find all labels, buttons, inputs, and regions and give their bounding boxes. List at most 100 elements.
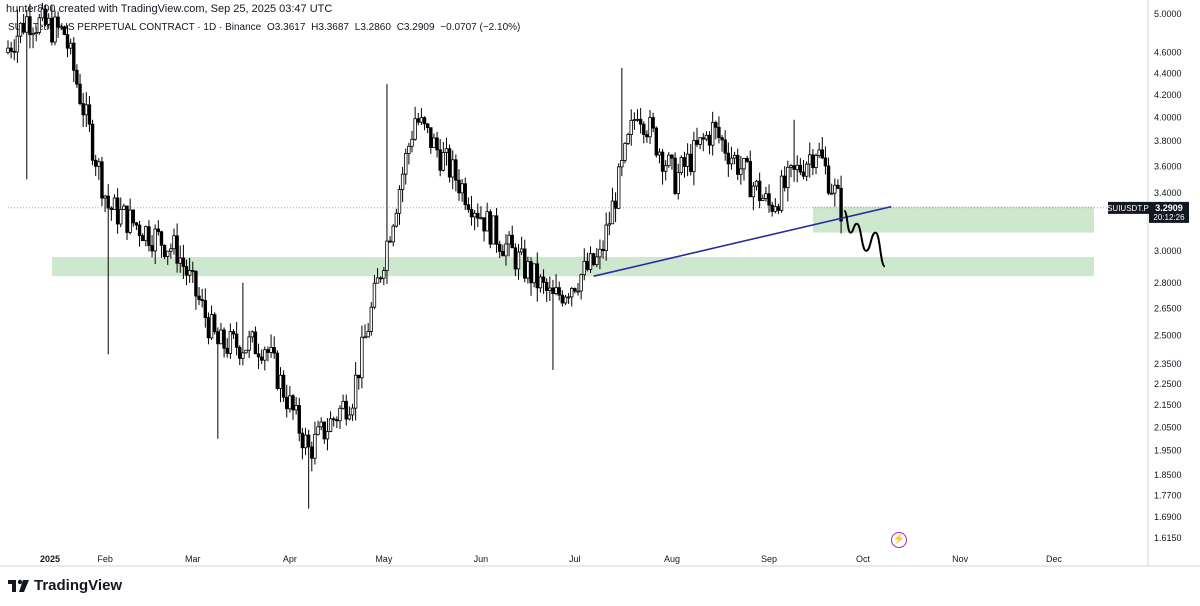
candle-body — [31, 33, 35, 36]
candle-body — [231, 331, 236, 335]
ohlc-high: H3.3687 — [311, 22, 349, 33]
candle-body — [347, 414, 352, 420]
candle-body — [729, 157, 734, 165]
candle-body — [313, 433, 317, 459]
ticker-badge — [1108, 201, 1149, 214]
candle-body — [732, 154, 737, 159]
candle-body — [604, 224, 608, 251]
candle-body — [601, 248, 605, 251]
candle-body — [272, 346, 276, 354]
price-badge — [1149, 201, 1189, 223]
candle-body — [469, 208, 474, 218]
candle-body — [332, 418, 336, 421]
candle-body — [673, 157, 677, 194]
candle-body — [316, 426, 320, 435]
candle-body — [25, 16, 29, 33]
candle-body — [40, 8, 45, 19]
candle-body — [209, 314, 214, 339]
candle-body — [97, 161, 101, 167]
candle-body — [660, 151, 665, 172]
candle-body — [363, 336, 367, 339]
candle-body — [823, 157, 828, 167]
candle-body — [613, 200, 618, 209]
tradingview-logo[interactable]: TradingView — [8, 577, 122, 594]
candle-body — [808, 154, 812, 165]
candle-body — [638, 118, 643, 125]
candle-body — [836, 184, 840, 189]
candle-body — [159, 231, 164, 246]
candle-body — [488, 211, 493, 245]
candle-body — [6, 47, 10, 54]
y-tick-label: 1.8500 — [1154, 470, 1182, 480]
candle-body — [491, 215, 496, 245]
candle-body — [595, 256, 599, 266]
tradingview-logo-icon — [8, 579, 29, 592]
candle-body — [18, 22, 23, 37]
lightning-bolt-icon[interactable]: ⚡ — [891, 532, 907, 548]
candle-body — [773, 206, 778, 212]
candle-body — [839, 187, 843, 222]
candle-body — [288, 395, 292, 410]
candle-body — [100, 161, 104, 199]
candle-body — [519, 248, 524, 253]
candle-body — [134, 222, 139, 226]
candle-body — [285, 396, 289, 410]
candle-body — [783, 175, 787, 189]
candle-body — [598, 248, 602, 258]
candle-body — [153, 228, 157, 252]
candle-body — [325, 431, 330, 440]
candle-body — [416, 118, 420, 123]
y-tick-label: 3.6000 — [1154, 161, 1182, 171]
candle-body — [206, 317, 211, 339]
candle-body — [140, 235, 145, 242]
candle-body — [463, 183, 467, 206]
candle-body — [579, 274, 583, 292]
candle-body — [682, 157, 687, 167]
candle-body — [792, 165, 796, 170]
candle-body — [425, 123, 430, 129]
candle-body — [570, 288, 574, 298]
candle-body — [37, 17, 42, 33]
candle-body — [250, 331, 254, 338]
candle-body — [767, 193, 771, 206]
candle-body — [554, 287, 558, 295]
ticker-label: SUIUSDT.P — [1107, 204, 1149, 213]
candle-body — [795, 164, 799, 170]
candle-body — [629, 119, 633, 135]
candle-body — [72, 42, 76, 71]
candle-body — [338, 407, 342, 422]
candle-body — [538, 276, 543, 289]
candle-body — [50, 17, 54, 43]
candle-body — [438, 149, 442, 171]
candle-body — [335, 419, 339, 422]
candle-body — [75, 69, 79, 85]
candle-body — [479, 217, 483, 220]
candle-body — [670, 154, 674, 159]
candle-body — [745, 157, 749, 162]
candle-body — [213, 314, 217, 333]
candle-body — [720, 137, 724, 141]
candle-body — [115, 197, 120, 225]
candle-body — [56, 16, 60, 28]
candle-body — [128, 209, 132, 233]
candle-body — [529, 261, 533, 284]
candle-body — [444, 148, 449, 153]
candle-body — [526, 261, 530, 279]
y-tick-label: 1.9500 — [1154, 445, 1182, 455]
candle-body — [28, 16, 32, 36]
candle-body — [194, 270, 198, 297]
candle-body — [585, 260, 590, 270]
y-tick-label: 4.0000 — [1154, 112, 1182, 122]
candle-body — [447, 148, 452, 178]
candle-body — [278, 374, 283, 389]
candle-body — [62, 26, 67, 35]
candle-body — [714, 122, 718, 128]
candle-body — [119, 209, 123, 225]
candle-body — [131, 209, 135, 224]
candle-body — [710, 122, 715, 146]
candle-body — [244, 349, 248, 354]
y-tick-label: 3.8000 — [1154, 136, 1182, 146]
candle-body — [234, 333, 239, 348]
symbol-name[interactable]: SUI / TetherUS PERPETUAL CONTRACT · 1D ·… — [8, 22, 262, 33]
